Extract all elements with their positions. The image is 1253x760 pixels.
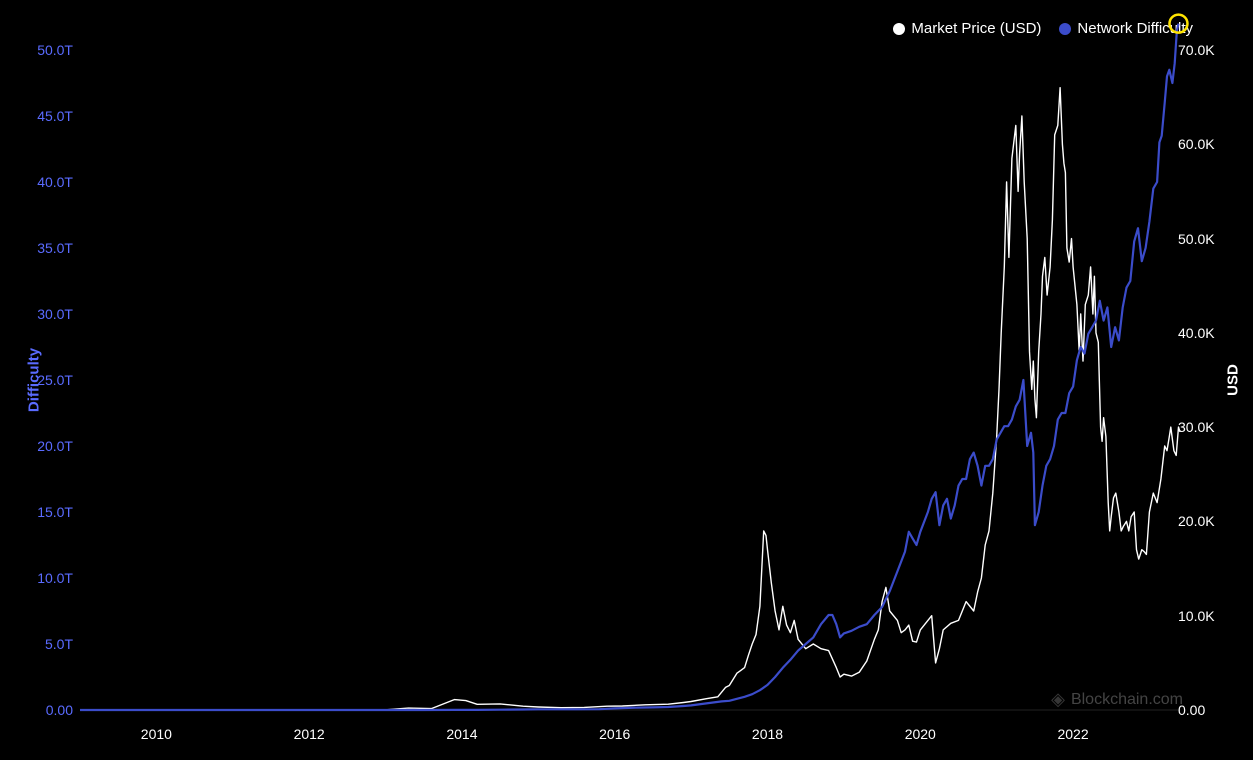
y-right-tick: 70.0K [1178,42,1223,58]
watermark: ◈ Blockchain.com [1051,689,1183,710]
y-left-tick: 5.0T [28,636,73,652]
series-network-difficulty [80,24,1179,710]
y-left-tick: 35.0T [28,240,73,256]
y-right-tick: 20.0K [1178,513,1223,529]
y-right-tick: 0.00 [1178,702,1223,718]
y-left-tick: 25.0T [28,372,73,388]
y-left-tick: 15.0T [28,504,73,520]
plot-svg [0,0,1253,760]
cube-icon: ◈ [1051,689,1065,710]
x-tick: 2012 [294,726,325,742]
y-left-tick: 0.00 [28,702,73,718]
y-left-tick: 45.0T [28,108,73,124]
watermark-text: Blockchain.com [1071,691,1183,709]
chart-container: Market Price (USD) Network Difficulty Di… [0,0,1253,760]
x-tick: 2014 [446,726,477,742]
y-left-tick: 20.0T [28,438,73,454]
y-left-tick: 50.0T [28,42,73,58]
y-right-tick: 30.0K [1178,419,1223,435]
x-tick: 2022 [1057,726,1088,742]
x-tick: 2020 [905,726,936,742]
x-tick: 2016 [599,726,630,742]
y-left-tick: 40.0T [28,174,73,190]
series-market-price-usd- [80,88,1180,710]
y-right-tick: 10.0K [1178,608,1223,624]
y-right-tick: 50.0K [1178,231,1223,247]
y-right-tick: 60.0K [1178,136,1223,152]
y-right-tick: 40.0K [1178,325,1223,341]
y-left-tick: 10.0T [28,570,73,586]
y-left-tick: 30.0T [28,306,73,322]
x-tick: 2018 [752,726,783,742]
x-tick: 2010 [141,726,172,742]
